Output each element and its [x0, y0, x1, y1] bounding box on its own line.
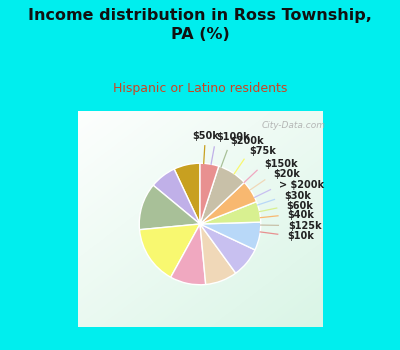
Text: $20k: $20k — [273, 169, 300, 179]
Text: > $200k: > $200k — [279, 180, 324, 190]
Wedge shape — [174, 163, 200, 224]
Wedge shape — [140, 224, 200, 277]
Text: $40k: $40k — [288, 210, 314, 220]
Text: $125k: $125k — [288, 220, 322, 231]
Text: $75k: $75k — [250, 146, 276, 156]
Wedge shape — [200, 224, 236, 285]
Wedge shape — [200, 182, 256, 224]
Wedge shape — [153, 169, 200, 224]
Text: $50k: $50k — [192, 131, 219, 141]
Wedge shape — [171, 224, 206, 285]
Text: Hispanic or Latino residents: Hispanic or Latino residents — [113, 82, 287, 95]
Text: $60k: $60k — [286, 201, 313, 211]
Text: $150k: $150k — [264, 159, 298, 169]
Text: Income distribution in Ross Township,
PA (%): Income distribution in Ross Township, PA… — [28, 8, 372, 42]
Text: $10k: $10k — [288, 231, 314, 240]
Text: $100k: $100k — [216, 132, 250, 142]
Wedge shape — [200, 202, 261, 224]
Text: $30k: $30k — [284, 191, 311, 201]
Wedge shape — [200, 166, 244, 224]
Wedge shape — [200, 222, 261, 250]
Text: City-Data.com: City-Data.com — [262, 121, 326, 130]
Wedge shape — [139, 185, 200, 230]
Text: $200k: $200k — [230, 136, 264, 146]
Wedge shape — [200, 163, 219, 224]
Wedge shape — [200, 224, 255, 273]
